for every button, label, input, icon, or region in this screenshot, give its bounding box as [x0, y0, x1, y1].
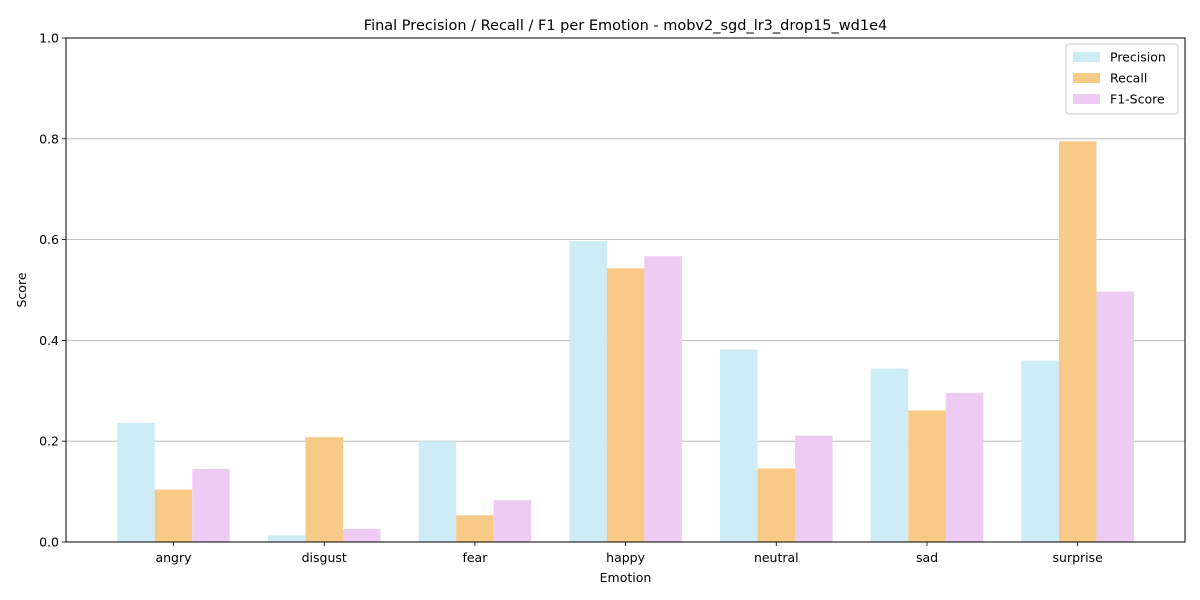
- x-tick-label: fear: [462, 550, 488, 565]
- x-tick-label: angry: [155, 550, 192, 565]
- y-tick-label: 0.8: [39, 131, 59, 146]
- legend-label-f1-score: F1-Score: [1110, 92, 1165, 107]
- bar-f1-score-sad: [945, 392, 984, 542]
- y-tick-label: 0.6: [39, 232, 59, 247]
- bar-recall-angry: [154, 489, 193, 542]
- x-tick-label: disgust: [302, 550, 347, 565]
- bar-precision-neutral: [720, 349, 758, 542]
- bar-recall-surprise: [1058, 141, 1097, 542]
- legend-swatch-f1-score: [1073, 94, 1100, 104]
- y-tick-label: 0.2: [39, 434, 59, 449]
- legend: Precision Recall F1-Score: [1065, 43, 1179, 115]
- x-tick-label: neutral: [754, 550, 799, 565]
- legend-swatch-precision: [1073, 52, 1100, 62]
- y-tick-label: 0.4: [39, 333, 59, 348]
- bar-f1-score-surprise: [1096, 291, 1134, 542]
- bar-precision-fear: [418, 441, 457, 542]
- chart-title: Final Precision / Recall / F1 per Emotio…: [364, 18, 887, 34]
- x-tick-label: surprise: [1053, 550, 1104, 565]
- x-tick-label: sad: [916, 550, 938, 565]
- bar-recall-sad: [908, 410, 946, 542]
- x-tick-label: happy: [606, 550, 645, 565]
- bar-recall-neutral: [757, 468, 796, 542]
- bars: [117, 141, 1134, 542]
- bar-precision-surprise: [1021, 360, 1059, 542]
- legend-label-recall: Recall: [1110, 71, 1147, 86]
- bar-recall-happy: [606, 268, 645, 542]
- bar-f1-score-neutral: [795, 435, 833, 542]
- y-axis: 0.0 0.2 0.4 0.6 0.8 1.0: [39, 31, 66, 550]
- bar-f1-score-disgust: [342, 528, 381, 542]
- x-axis: angry disgust fear happy neutral sad surprise: [155, 542, 1103, 565]
- y-tick-label: 1.0: [39, 31, 59, 46]
- y-tick-label: 0.0: [39, 535, 59, 550]
- bar-f1-score-happy: [644, 256, 682, 542]
- x-axis-label: Emotion: [600, 570, 652, 585]
- legend-label-precision: Precision: [1110, 50, 1166, 65]
- bar-recall-fear: [456, 515, 494, 542]
- legend-swatch-recall: [1073, 73, 1100, 83]
- bar-precision-happy: [569, 241, 607, 542]
- y-axis-label: Score: [14, 272, 29, 307]
- bar-precision-angry: [117, 423, 155, 542]
- bar-precision-sad: [870, 368, 909, 542]
- bar-f1-score-angry: [192, 468, 230, 542]
- bar-f1-score-fear: [493, 500, 532, 542]
- bar-precision-disgust: [267, 535, 306, 542]
- bar-recall-disgust: [305, 437, 343, 542]
